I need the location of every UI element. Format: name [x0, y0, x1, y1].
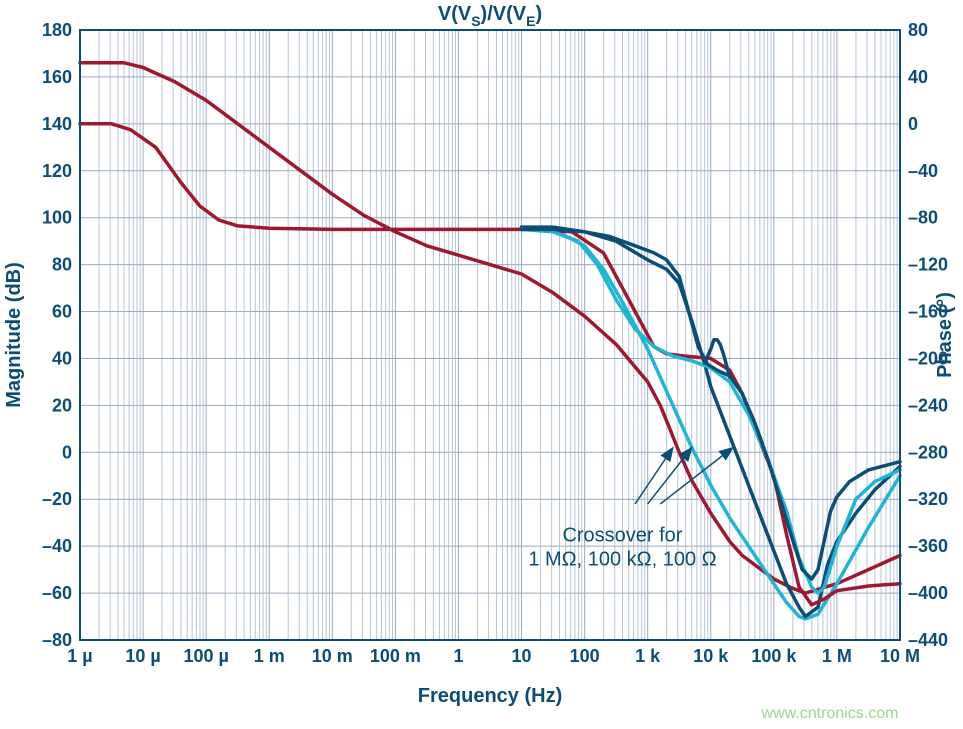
x-tick-label: 100 k [751, 646, 797, 666]
x-axis-label: Frequency (Hz) [418, 685, 562, 707]
yright-tick-label: 80 [908, 20, 928, 40]
x-tick-label: 10 [512, 646, 532, 666]
x-tick-label: 100 µ [183, 646, 228, 666]
chart-title: V(VS)/V(VE) [438, 3, 542, 29]
x-tick-label: 1 k [635, 646, 661, 666]
yleft-tick-label: 20 [52, 395, 72, 415]
yleft-tick-label: 140 [42, 114, 72, 134]
yleft-tick-label: 160 [42, 67, 72, 87]
yright-tick-label: –440 [908, 630, 948, 650]
crossover-label-2: 1 MΩ, 100 kΩ, 100 Ω [528, 548, 716, 570]
x-tick-label: 10 m [312, 646, 353, 666]
yright-tick-label: –80 [908, 208, 938, 228]
yleft-axis-label: Magnitude (dB) [3, 262, 25, 408]
bode-plot: Crossover for1 MΩ, 100 kΩ, 100 Ω1 µ10 µ1… [0, 0, 963, 729]
yright-tick-label: 0 [908, 114, 918, 134]
yleft-tick-label: –40 [42, 536, 72, 556]
yright-tick-label: –40 [908, 161, 938, 181]
yleft-tick-label: –60 [42, 583, 72, 603]
x-tick-label: 1 m [254, 646, 285, 666]
yleft-tick-label: –20 [42, 489, 72, 509]
yleft-tick-label: –80 [42, 630, 72, 650]
yright-tick-label: –320 [908, 489, 948, 509]
yleft-tick-label: 180 [42, 20, 72, 40]
x-tick-label: 100 [570, 646, 600, 666]
yright-tick-label: –280 [908, 442, 948, 462]
x-tick-label: 100 m [370, 646, 421, 666]
x-tick-label: 1 M [822, 646, 852, 666]
yright-tick-label: –360 [908, 536, 948, 556]
yright-tick-label: –400 [908, 583, 948, 603]
yleft-tick-label: 40 [52, 348, 72, 368]
yleft-tick-label: 0 [62, 442, 72, 462]
x-tick-label: 10 µ [125, 646, 160, 666]
yright-tick-label: –120 [908, 255, 948, 275]
x-tick-label: 1 [453, 646, 463, 666]
yright-tick-label: –240 [908, 395, 948, 415]
x-tick-label: 10 k [693, 646, 729, 666]
yright-tick-label: 40 [908, 67, 928, 87]
watermark: www.cntronics.com [761, 705, 899, 722]
yleft-tick-label: 80 [52, 255, 72, 275]
yright-axis-label: Phase (°) [934, 292, 956, 378]
yleft-tick-label: 60 [52, 302, 72, 322]
crossover-label-1: Crossover for [562, 524, 682, 546]
yleft-tick-label: 100 [42, 208, 72, 228]
yleft-tick-label: 120 [42, 161, 72, 181]
